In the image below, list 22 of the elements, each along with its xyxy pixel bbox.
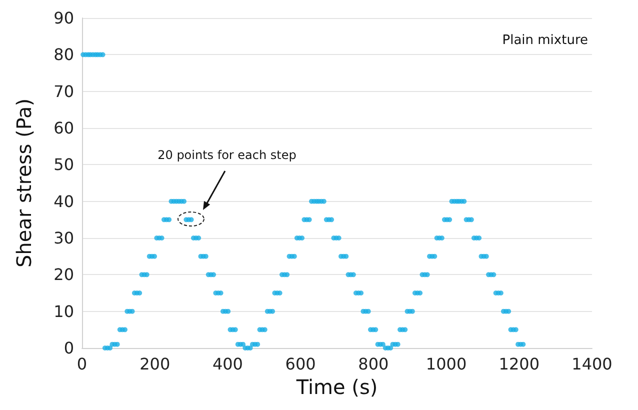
x-tick-label: 400	[212, 354, 243, 374]
x-axis-title: Time (s)	[295, 374, 378, 399]
y-tick-label: 40	[54, 192, 74, 211]
x-tick-label: 1000	[426, 354, 467, 374]
x-tick-label: 600	[285, 354, 316, 374]
x-tick-label: 1400	[572, 354, 612, 374]
y-tick-label: 60	[54, 118, 74, 138]
x-tick-label: 200	[140, 354, 170, 374]
y-tick-label: 20	[54, 265, 74, 284]
y-tick-label: 80	[54, 45, 74, 64]
y-tick-label: 50	[54, 155, 74, 174]
annotation: 20 points for each step	[158, 148, 296, 162]
y-tick-label: 0	[64, 338, 74, 358]
y-tick-label: 70	[54, 82, 74, 101]
x-tick-label: 0	[76, 354, 88, 374]
x-tick-label: 1200	[498, 354, 540, 374]
y-tick-label: 10	[54, 302, 74, 321]
y-tick-label: 90	[54, 8, 74, 28]
x-tick-label: 800	[358, 354, 389, 374]
y-tick-label: 30	[54, 228, 74, 248]
y-axis-title: Shear stress (Pa)	[12, 98, 36, 268]
annotation: Plain mixture	[502, 33, 588, 48]
